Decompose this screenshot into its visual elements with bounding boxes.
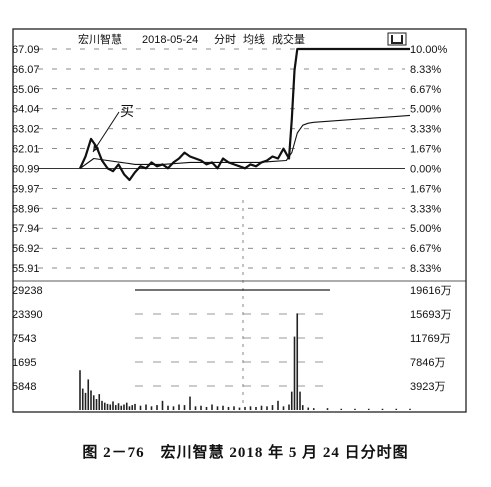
percent-tick-label: 3.33% — [410, 203, 441, 215]
bracket-icon[interactable] — [388, 33, 406, 45]
volume-left-label: 29238 — [12, 285, 43, 297]
percent-tick-label: 8.33% — [410, 263, 441, 275]
figure-caption: 图 2－76 宏川智慧 2018 年 5 月 24 日分时图 — [0, 441, 491, 462]
volume-left-label: 1695 — [12, 357, 36, 369]
intraday-chart: 宏川智慧 2018-05-24 分时 均线 成交量 买 67.09 10.00%6… — [0, 0, 491, 440]
price-tick-label: 62.01 — [12, 144, 40, 156]
price-tick-label: 64.04 — [12, 104, 40, 116]
chart-title-stock: 宏川智慧 — [78, 32, 122, 46]
price-tick-label: 63.02 — [12, 124, 40, 136]
price-tick-label: 57.94 — [12, 223, 40, 235]
price-tick-label: 56.92 — [12, 243, 40, 255]
chart-title-date: 2018-05-24 — [142, 34, 198, 46]
percent-tick-label: 6.67% — [410, 243, 441, 255]
percent-tick-label: 0.00% — [410, 163, 441, 175]
volume-left-label: 5848 — [12, 381, 36, 393]
volume-left-label: 23390 — [12, 309, 43, 321]
chart-title-avg: 均线 — [243, 32, 265, 46]
chart-title-volume: 成交量 — [272, 32, 305, 46]
price-tick-label: 58.96 — [12, 203, 40, 215]
price-tick-label: 55.91 — [12, 263, 40, 275]
volume-right-label: 7846万 — [410, 357, 445, 369]
grid-layer — [38, 49, 405, 405]
percent-tick-label: 1.67% — [410, 183, 441, 195]
percent-tick-label: 6.67% — [410, 84, 441, 96]
percent-tick-label: 5.00% — [410, 223, 441, 235]
price-tick-label: 60.99 — [12, 163, 40, 175]
volume-right-label: 19616万 — [410, 285, 452, 297]
volume-left-label: 7543 — [12, 333, 36, 345]
volume-right-label: 3923万 — [410, 381, 445, 393]
price-tick-label: 65.06 — [12, 84, 40, 96]
average-price-line — [80, 115, 410, 168]
percent-tick-label: 3.33% — [410, 124, 441, 136]
axis-layer: 67.09 10.00% 66.07 8.33% 65.06 6.67% 64.04 5.00… — [12, 44, 452, 393]
chart-frame — [13, 29, 466, 412]
percent-tick-label: 10.00% — [410, 44, 448, 56]
percent-tick-label: 8.33% — [410, 64, 441, 76]
percent-tick-label: 1.67% — [410, 144, 441, 156]
price-tick-label: 67.09 — [12, 44, 40, 56]
volume-right-label: 11769万 — [410, 333, 451, 345]
price-tick-label: 59.97 — [12, 183, 40, 195]
chart-title-mode: 分时 — [214, 33, 236, 46]
percent-tick-label: 5.00% — [410, 104, 441, 116]
price-tick-label: 66.07 — [12, 64, 40, 76]
volume-right-label: 15693万 — [410, 309, 452, 321]
buy-annotation: 买 — [120, 103, 134, 119]
